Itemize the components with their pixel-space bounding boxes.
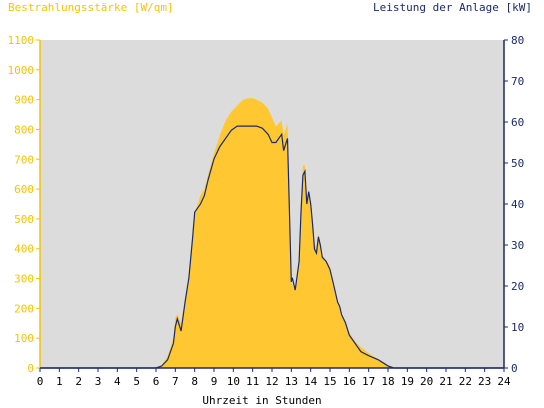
right-tick-label: 10: [511, 321, 524, 334]
x-tick-label: 11: [246, 375, 259, 388]
right-tick-label: 80: [511, 34, 524, 47]
x-tick-label: 20: [420, 375, 433, 388]
x-tick-label: 4: [114, 375, 121, 388]
x-tick-label: 5: [133, 375, 140, 388]
x-tick-label: 15: [323, 375, 336, 388]
x-tick-label: 10: [227, 375, 240, 388]
x-tick-label: 13: [285, 375, 298, 388]
right-tick-label: 0: [511, 362, 518, 375]
x-tick-label: 24: [497, 375, 511, 388]
power-line-group: [40, 125, 504, 369]
x-axis-label: Uhrzeit in Stunden: [202, 394, 321, 407]
right-tick-label: 20: [511, 280, 524, 293]
x-tick-label: 6: [153, 375, 160, 388]
right-axis-ticks: 0 10 20 30 40 50 60 70 80: [504, 34, 524, 375]
x-tick-label: 7: [172, 375, 179, 388]
left-tick-label: 1100: [8, 34, 35, 47]
right-tick-label: 70: [511, 75, 524, 88]
left-tick-label: 700: [14, 153, 34, 166]
x-tick-label: 14: [304, 375, 318, 388]
left-tick-label: 300: [14, 273, 34, 286]
left-tick-label: 200: [14, 302, 34, 315]
x-tick-label: 12: [265, 375, 278, 388]
right-tick-label: 60: [511, 116, 524, 129]
right-tick-label: 40: [511, 198, 524, 211]
left-tick-label: 900: [14, 94, 34, 107]
right-axis-title: Leistung der Anlage [kW]: [373, 1, 532, 14]
x-tick-label: 8: [191, 375, 198, 388]
irradiance-area: [40, 98, 504, 368]
left-tick-label: 0: [27, 362, 34, 375]
x-tick-label: 1: [56, 375, 63, 388]
x-tick-label: 18: [381, 375, 394, 388]
left-tick-label: 800: [14, 123, 34, 136]
x-tick-label: 0: [37, 375, 44, 388]
left-tick-label: 600: [14, 183, 34, 196]
irradiance-area-group: [40, 98, 504, 368]
x-tick-label: 16: [343, 375, 356, 388]
x-tick-label: 9: [211, 375, 218, 388]
right-tick-label: 50: [511, 157, 524, 170]
x-tick-label: 21: [439, 375, 452, 388]
power-line: [40, 125, 504, 369]
x-tick-label: 22: [459, 375, 472, 388]
left-tick-label: 1000: [8, 64, 35, 77]
x-tick-label: 2: [75, 375, 82, 388]
x-axis-ticks: 0 1 2 3 4 5 6 7 8 9 10 11 12 13 14 15 16 17 18 19 20 21 22 23 24: [37, 368, 511, 388]
left-axis-ticks: 0 100 200 300 400 500 600 700 800 900 1000 1100: [8, 34, 40, 375]
left-axis-title: Bestrahlungsstärke [W/qm]: [8, 1, 174, 14]
left-tick-label: 500: [14, 213, 34, 226]
x-tick-label: 23: [478, 375, 491, 388]
x-tick-label: 19: [401, 375, 414, 388]
left-tick-label: 400: [14, 243, 34, 256]
right-tick-label: 30: [511, 239, 524, 252]
x-tick-label: 17: [362, 375, 375, 388]
left-tick-label: 100: [14, 332, 34, 345]
x-tick-label: 3: [95, 375, 102, 388]
